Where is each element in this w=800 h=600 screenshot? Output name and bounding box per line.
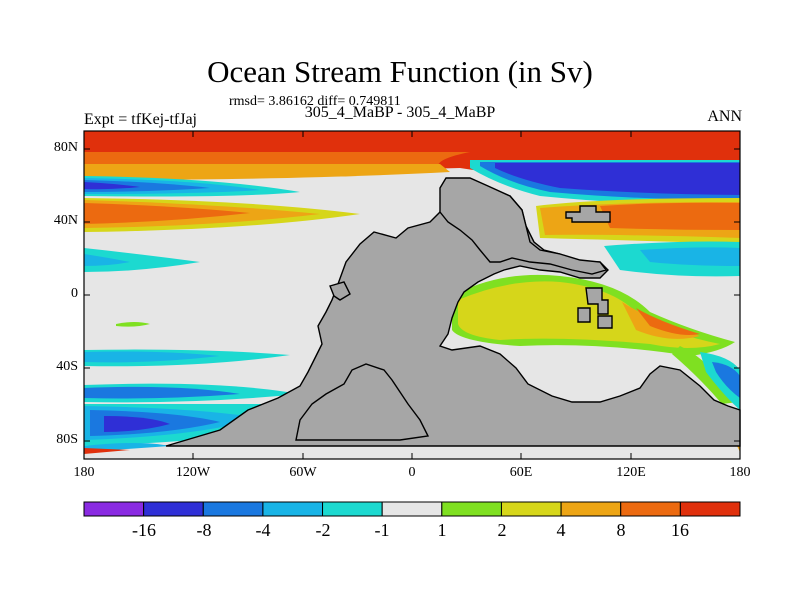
season-label: ANN: [707, 108, 742, 125]
colorbar-label: 8: [616, 520, 626, 540]
colorbar-swatch: [202, 501, 264, 517]
siberia-island: [565, 205, 611, 223]
colorbar-label: -8: [196, 520, 212, 540]
ntethys-darkblue: [495, 163, 740, 195]
colorbar-label: 4: [556, 520, 566, 540]
colorbar-swatch: [262, 501, 324, 517]
north-band-lightorange: [84, 164, 450, 180]
colorbar-label: -2: [315, 520, 331, 540]
lat-label-80s: 80S: [56, 432, 78, 447]
sopac-blue: [84, 386, 240, 399]
colorbar-swatch: [143, 501, 204, 517]
lon-label-120w: 120W: [175, 465, 211, 480]
colorbar-label: 1: [437, 520, 447, 540]
lon-label-180w: 180: [73, 465, 95, 480]
lon-label-60e: 60E: [509, 465, 533, 480]
colorbar-label: -4: [255, 520, 271, 540]
colorbar-label: 16: [671, 520, 689, 540]
sunda-island-1: [585, 287, 609, 315]
southern-landmass-inner: [295, 363, 430, 441]
npac-darkblue: [84, 182, 140, 190]
npac-pos-orange: [84, 203, 250, 224]
sunda-island-3: [597, 315, 613, 329]
colorbar-swatch: [560, 501, 622, 517]
south-edge-red: [84, 448, 130, 454]
colorbar-swatch: [441, 501, 502, 517]
colorbar-swatch: [381, 501, 443, 517]
experiment-subtitle: 305_4_MaBP - 305_4_MaBP: [304, 104, 496, 121]
so-deep-darkblue: [104, 416, 170, 432]
stethys-blue: [712, 362, 740, 398]
stethys-cyan: [700, 352, 740, 410]
colorbar-swatch: [500, 501, 562, 517]
expt-label: Expt = tfKej-tfJaj: [84, 111, 197, 128]
ttethys-lightblue: [640, 247, 740, 266]
lat-label-40n: 40N: [53, 213, 78, 228]
colorbar: [83, 501, 741, 517]
lat-label-40s: 40S: [56, 359, 78, 374]
lon-label-120e: 120E: [616, 465, 646, 480]
sopac-lightblue: [84, 351, 220, 363]
lat-ticks: [84, 148, 740, 442]
lon-label-180e: 180: [729, 465, 751, 480]
npac-blue: [84, 180, 210, 192]
tpac-cyan: [84, 248, 200, 272]
lon-label-60w: 60W: [289, 465, 317, 480]
colorbar-swatch: [679, 501, 741, 517]
ntethys-pos-orange: [600, 202, 740, 230]
chart-title: Ocean Stream Function (in Sv): [207, 54, 593, 89]
north-landmass: [439, 177, 608, 275]
lon-label-0: 0: [408, 465, 416, 480]
colorbar-swatch: [322, 501, 383, 517]
sunda-island-2: [577, 307, 591, 323]
west-coastal-strip: [329, 281, 351, 301]
lat-label-0: 0: [71, 286, 78, 301]
colorbar-label: -1: [374, 520, 390, 540]
colorbar-swatch: [620, 501, 681, 517]
tpac-green: [116, 322, 150, 327]
colorbar-label: -16: [132, 520, 156, 540]
tethys-orange-strip: [636, 308, 700, 335]
lat-label-80n: 80N: [53, 140, 78, 155]
lon-ticks: [192, 131, 632, 459]
colorbar-label: 2: [497, 520, 507, 540]
colorbar-swatch: [83, 501, 145, 517]
stats-text: rmsd= 3.86162 diff= 0.749811: [229, 94, 401, 109]
tpac-lightblue: [84, 254, 130, 266]
